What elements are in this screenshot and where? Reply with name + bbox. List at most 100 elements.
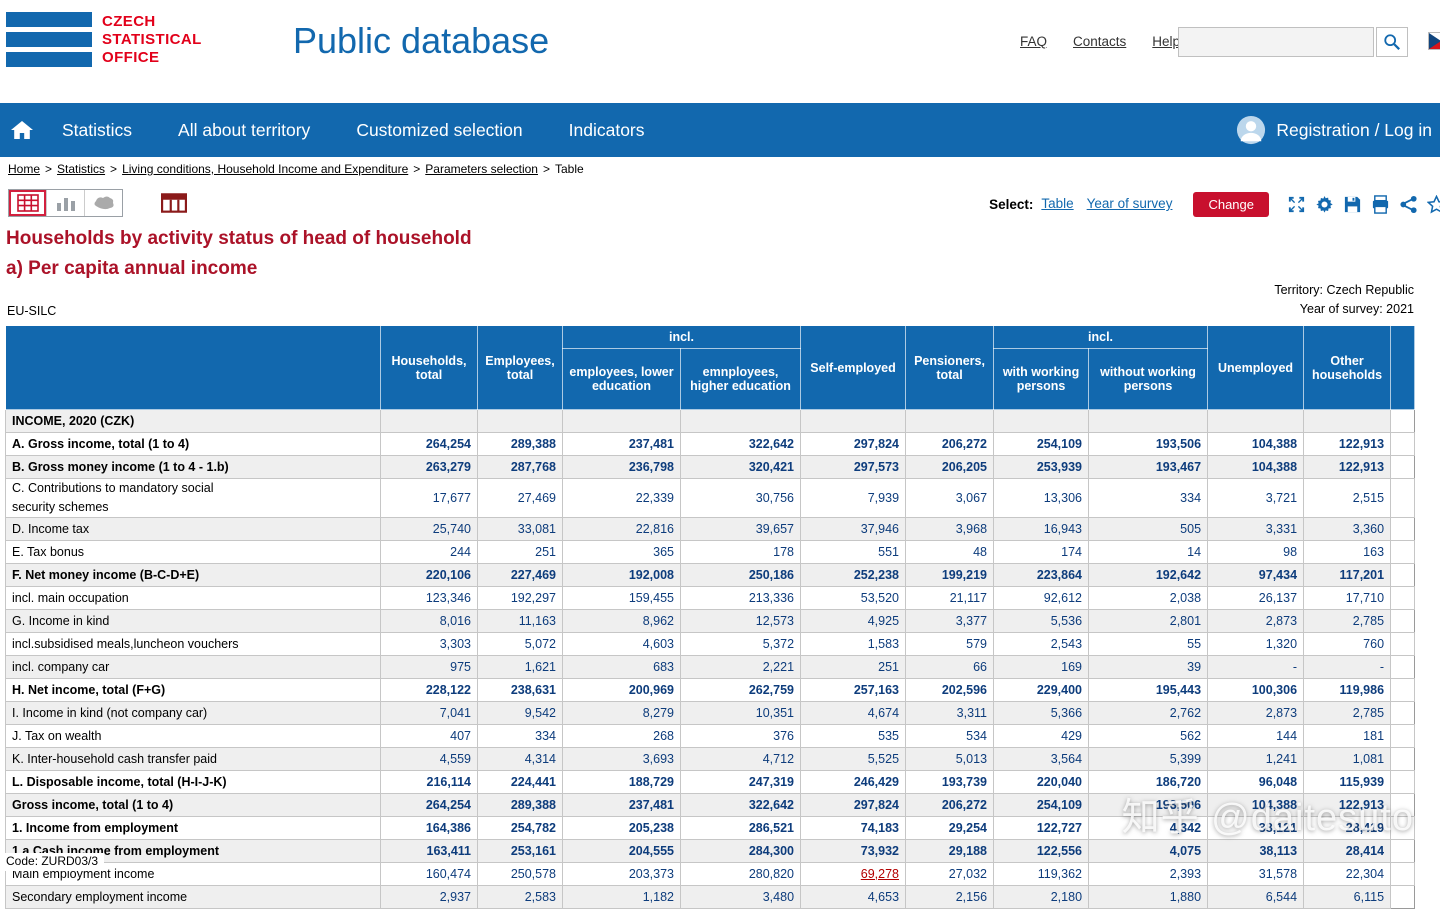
- cell: 188,729: [562, 770, 681, 794]
- table-row: C. Contributions to mandatory social sec…: [5, 478, 1416, 518]
- table-meta: Territory: Czech Republic Year of survey…: [0, 281, 1440, 323]
- settings-gear-icon[interactable]: [1315, 195, 1334, 214]
- row-label: D. Income tax: [5, 517, 381, 541]
- map-view-icon[interactable]: [85, 190, 122, 216]
- row-label: B. Gross money income (1 to 4 - 1.b): [5, 455, 381, 479]
- registration-login-link[interactable]: Registration / Log in: [1276, 119, 1432, 140]
- site-header: CZECH STATISTICAL OFFICE Public database…: [0, 0, 1440, 103]
- nav-item[interactable]: Indicators: [568, 119, 645, 140]
- cell: 1,081: [1303, 747, 1392, 771]
- pivot-table-icon[interactable]: [161, 190, 188, 216]
- cell: 2,785: [1303, 609, 1392, 633]
- cell: 206,272: [905, 793, 995, 817]
- cell: 264,254: [380, 432, 478, 456]
- cell: 334: [477, 724, 563, 748]
- column-header: Households, total: [380, 325, 478, 410]
- cell: [1303, 409, 1392, 433]
- language-flag-icon[interactable]: [1429, 33, 1440, 49]
- home-icon[interactable]: [10, 119, 34, 141]
- cell: 4,712: [679, 747, 802, 771]
- breadcrumb-link[interactable]: Statistics: [57, 162, 106, 176]
- stub-cell: [1390, 655, 1415, 679]
- cell: 3,331: [1207, 517, 1305, 541]
- cell: 193,506: [1088, 793, 1209, 817]
- chart-view-icon[interactable]: [47, 190, 85, 216]
- cell: 163,411: [380, 839, 478, 863]
- cell: 181: [1303, 724, 1392, 748]
- select-link[interactable]: Table: [1041, 196, 1074, 211]
- cell: 5,372: [679, 632, 802, 656]
- czso-logo[interactable]: CZECH STATISTICAL OFFICE: [6, 12, 202, 67]
- header-link[interactable]: Contacts: [1073, 34, 1127, 49]
- save-icon[interactable]: [1343, 195, 1362, 214]
- logo-line: CZECH: [102, 12, 156, 30]
- cell: 3,311: [905, 701, 995, 725]
- breadcrumb-link[interactable]: Living conditions, Household Income and …: [122, 162, 409, 176]
- stub-cell: [1390, 885, 1415, 909]
- cell: 3,968: [905, 517, 995, 541]
- cell: 9,542: [477, 701, 563, 725]
- breadcrumb-separator: >: [110, 162, 118, 176]
- column-header: incl.: [993, 325, 1209, 349]
- column-header: emnployees, higher education: [679, 348, 802, 410]
- cell: 53,520: [800, 586, 907, 610]
- cell: 205,238: [562, 816, 681, 840]
- header-link[interactable]: Help: [1152, 34, 1181, 49]
- cell: 203,373: [562, 862, 681, 886]
- row-label: incl.subsidised meals,luncheon vouchers: [5, 632, 381, 656]
- cell: 535: [800, 724, 907, 748]
- cell: 3,564: [993, 747, 1090, 771]
- cell: 17,677: [380, 478, 478, 518]
- nav-item[interactable]: Statistics: [62, 119, 133, 140]
- share-icon[interactable]: [1399, 195, 1418, 214]
- row-label: L. Disposable income, total (H-I-J-K): [5, 770, 381, 794]
- header-link[interactable]: FAQ: [1020, 34, 1048, 49]
- nav-item[interactable]: Customized selection: [356, 119, 523, 140]
- main-nav: Statistics All about territory Customized …: [0, 103, 1440, 157]
- search-button[interactable]: [1376, 27, 1408, 57]
- search-input[interactable]: [1178, 27, 1374, 57]
- breadcrumb-link[interactable]: Parameters selection: [425, 162, 538, 176]
- column-header: incl.: [561, 325, 802, 349]
- cell: 246,429: [800, 770, 907, 794]
- stub-cell: [1390, 724, 1416, 748]
- cell: 22,339: [562, 478, 681, 518]
- cell: [380, 409, 478, 433]
- row-label: 1. Income from employment: [5, 816, 381, 840]
- cell: 104,388: [1207, 455, 1305, 479]
- select-label: Select:: [989, 196, 1034, 212]
- nav-item[interactable]: All about territory: [178, 119, 311, 140]
- cell: 289,388: [477, 793, 563, 817]
- table-row: 1.a Cash income from employment 163,411 25…: [5, 839, 1415, 863]
- cell: 169: [993, 655, 1090, 679]
- cell: 104,388: [1207, 432, 1305, 456]
- row-label: A. Gross income, total (1 to 4): [5, 432, 381, 456]
- cell: 73,932: [800, 839, 907, 863]
- table-view-icon[interactable]: [9, 190, 47, 216]
- table-row: H. Net income, total (F+G) 228,122 238,631…: [5, 678, 1416, 702]
- cell: -: [1207, 655, 1305, 679]
- view-switcher: [8, 189, 123, 217]
- print-icon[interactable]: [1371, 194, 1390, 214]
- change-button[interactable]: Change: [1193, 191, 1269, 217]
- select-link[interactable]: Year of survey: [1086, 196, 1173, 211]
- cell: 289,388: [477, 432, 563, 456]
- cell: 39: [1088, 655, 1209, 679]
- cell: 251: [800, 655, 907, 679]
- cell: 27,469: [477, 478, 563, 518]
- cell: 505: [1088, 517, 1209, 541]
- stub-cell: [1390, 816, 1416, 840]
- row-label: incl. company car: [5, 655, 381, 679]
- cell: 2,221: [679, 655, 802, 679]
- logo-line: OFFICE: [102, 48, 160, 66]
- cell: 21,117: [905, 586, 995, 610]
- stub-cell: [1390, 409, 1415, 433]
- favorite-star-icon[interactable]: [1427, 194, 1440, 214]
- breadcrumb-link[interactable]: Home: [8, 162, 41, 176]
- cell: 193,739: [905, 770, 995, 794]
- header-links: FAQ Contacts Help: [1020, 34, 1180, 49]
- survey-label: EU-SILC: [7, 304, 57, 318]
- fullscreen-icon[interactable]: [1287, 195, 1306, 214]
- cell: 38,113: [1207, 839, 1305, 863]
- column-header: Unemployed: [1207, 325, 1305, 410]
